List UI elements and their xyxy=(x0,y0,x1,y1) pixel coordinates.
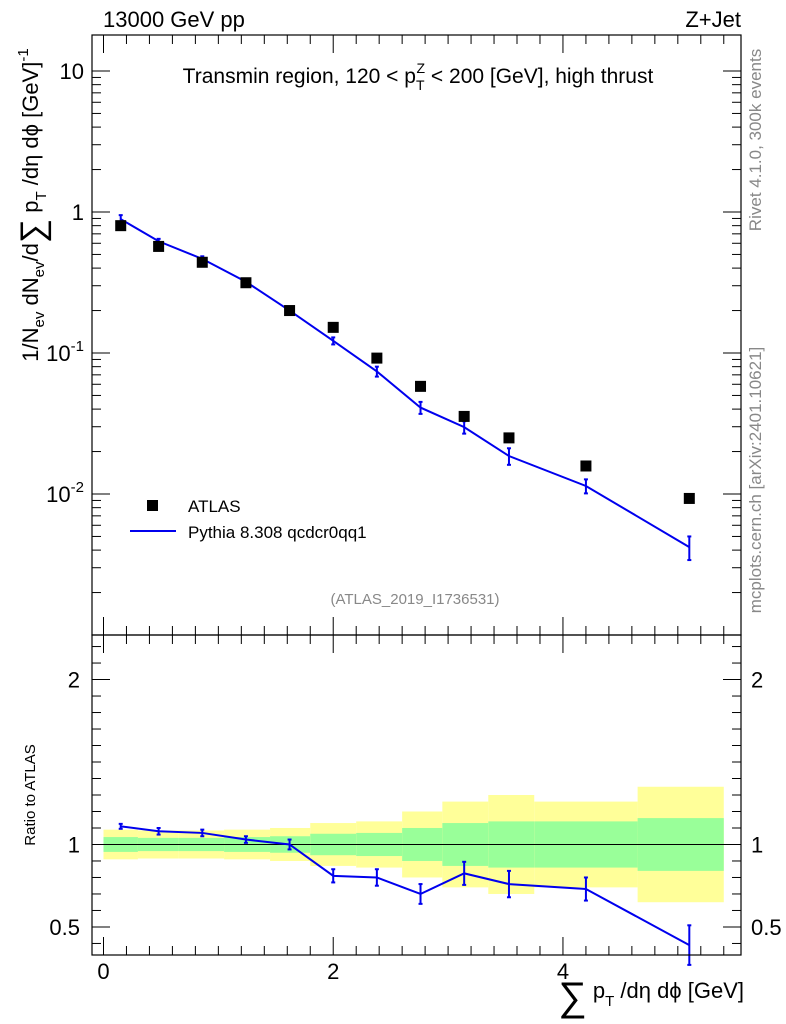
ratio-ytick-label-right: 1 xyxy=(751,832,763,857)
analysis-id: (ATLAS_2019_I1736531) xyxy=(330,591,499,608)
header-left: 13000 GeV pp xyxy=(103,7,245,32)
main-frame xyxy=(91,34,742,636)
atlas-point xyxy=(327,321,339,333)
ratio-panel: 0.5 0.5 1 1 2 2 0 2 4 Ratio to ATLAS xyxy=(22,634,782,984)
ratio-ytick-label-right: 0.5 xyxy=(751,915,782,940)
xtick-label: 2 xyxy=(327,959,339,984)
atlas-point xyxy=(580,460,592,472)
main-ytick-label: 1 xyxy=(72,200,84,225)
main-ylabel: 1/Nev dNev/d∑ pT /dη dϕ [GeV]-1 xyxy=(14,48,52,361)
ratio-ylabel: Ratio to ATLAS xyxy=(22,744,39,845)
ratio-axes-layer: 0.5 0.5 1 1 2 2 0 2 4 xyxy=(49,635,782,984)
xtick-label: 4 xyxy=(557,959,569,984)
atlas-point xyxy=(196,256,208,268)
main-points-layer xyxy=(115,220,695,504)
legend-atlas-label: ATLAS xyxy=(188,497,241,516)
legend: ATLAS Pythia 8.308 qcdcr0qq1 xyxy=(130,497,367,542)
atlas-point xyxy=(415,380,427,392)
ratio-ytick-label: 0.5 xyxy=(49,915,80,940)
atlas-point xyxy=(683,492,695,504)
atlas-point xyxy=(153,240,165,252)
ratio-curve xyxy=(120,825,690,946)
main-ytick-label: 10-2 xyxy=(46,479,84,507)
main-ytick-label: 10-1 xyxy=(46,338,84,366)
main-panel: 10-2 10-1 1 10 Transmin region, 120 < pTZ <… xyxy=(14,34,742,636)
legend-atlas-marker xyxy=(147,500,158,511)
xtick-label: 0 xyxy=(97,959,109,984)
atlas-point xyxy=(240,277,252,289)
mc-curve xyxy=(120,218,690,548)
x-axis-label: ∑ pT /dη dϕ [GeV] xyxy=(558,975,744,1019)
ratio-ytick-label: 1 xyxy=(68,832,80,857)
atlas-point xyxy=(458,410,470,422)
ratio-bands-layer xyxy=(92,786,741,903)
header-right: Z+Jet xyxy=(685,7,741,32)
main-axes-layer: 10-2 10-1 1 10 xyxy=(46,35,741,635)
atlas-point xyxy=(371,352,383,364)
legend-mc-label: Pythia 8.308 qcdcr0qq1 xyxy=(188,523,367,542)
svg-text:1/Nev dNev/d∑ pT /dη dϕ [GeV]: 1/Nev dNev/d∑ pT /dη dϕ [GeV]-1 xyxy=(14,48,52,361)
ratio-ytick-label-right: 2 xyxy=(751,668,763,693)
ratio-ytick-label: 2 xyxy=(68,668,80,693)
atlas-point xyxy=(284,305,296,317)
ratio-curve-layer xyxy=(118,822,692,966)
mcplots-label: mcplots.cern.ch [arXiv:2401.10621] xyxy=(746,347,765,613)
rivet-label: Rivet 4.1.0, 300k events xyxy=(746,49,765,231)
atlas-point xyxy=(503,432,515,444)
svg-text:∑ pT /dη dϕ [GeV]: ∑ pT /dη dϕ [GeV] xyxy=(558,975,744,1019)
atlas-point xyxy=(115,220,127,232)
ratio-frame xyxy=(91,634,742,956)
main-ytick-label: 10 xyxy=(60,59,84,84)
plot-title: Transmin region, 120 < pTZ < 200 [GeV], … xyxy=(183,60,654,93)
